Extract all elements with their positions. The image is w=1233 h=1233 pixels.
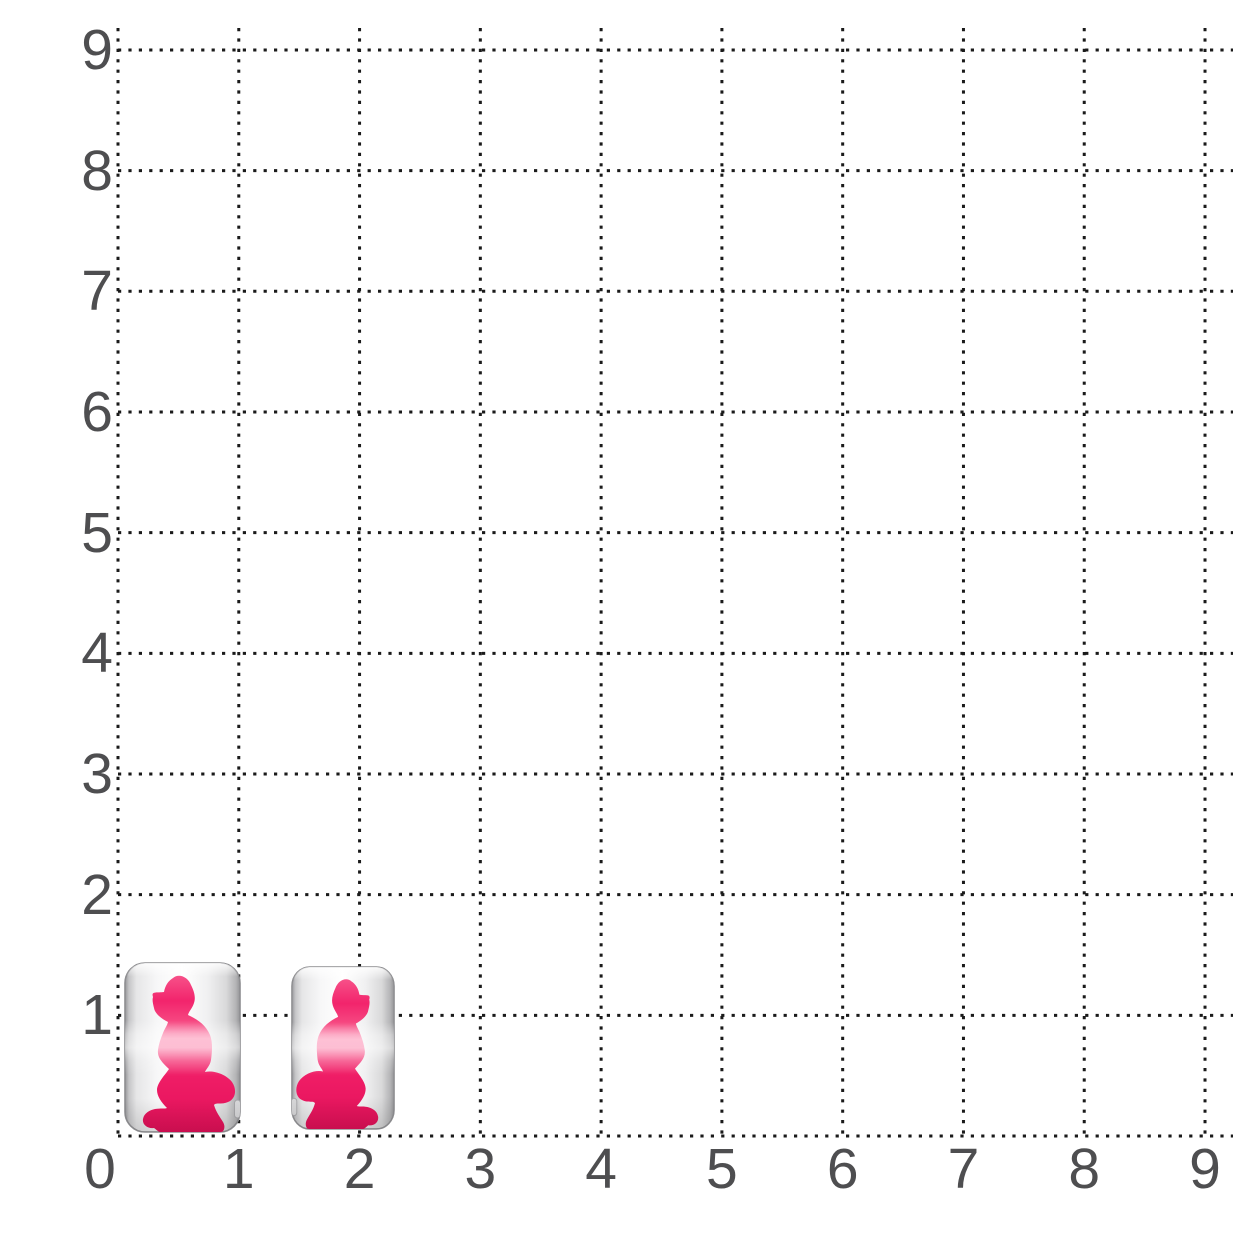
bear-charm-1 [123, 962, 241, 1134]
x-tick-label-1: 1 [222, 1137, 255, 1201]
y-tick-label-6: 6 [81, 379, 113, 444]
x-tick-label-7: 7 [947, 1137, 980, 1201]
x-tick-label-2: 2 [343, 1137, 376, 1201]
y-tick-label-7: 7 [81, 259, 113, 324]
y-tick-label-5: 5 [81, 500, 113, 565]
y-tick-label-1: 1 [81, 983, 113, 1048]
x-tick-label-9: 9 [1189, 1137, 1221, 1201]
x-tick-label-0: 0 [84, 1137, 116, 1201]
bear-charm-2 [290, 966, 395, 1130]
y-tick-label-9: 9 [81, 17, 113, 82]
x-tick-label-3: 3 [464, 1137, 497, 1201]
y-tick-label-8: 8 [81, 138, 113, 203]
y-tick-label-3: 3 [81, 741, 113, 806]
y-tick-label-4: 4 [81, 621, 113, 686]
y-tick-label-2: 2 [81, 862, 113, 927]
x-tick-label-6: 6 [826, 1137, 859, 1201]
x-tick-label-5: 5 [706, 1137, 738, 1201]
x-tick-label-8: 8 [1068, 1137, 1101, 1201]
x-tick-label-4: 4 [585, 1137, 617, 1201]
